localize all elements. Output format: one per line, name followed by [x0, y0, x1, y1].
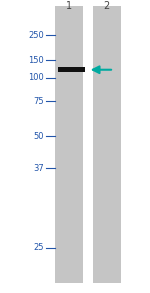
- Text: 1: 1: [66, 1, 72, 11]
- Text: 75: 75: [34, 97, 44, 105]
- Text: 250: 250: [28, 31, 44, 40]
- Text: 25: 25: [34, 243, 44, 252]
- Text: 50: 50: [34, 132, 44, 141]
- Text: 150: 150: [28, 56, 44, 64]
- Text: 2: 2: [104, 1, 110, 11]
- Bar: [55, 6, 82, 283]
- Text: 37: 37: [33, 164, 44, 173]
- Text: 100: 100: [28, 73, 44, 82]
- Bar: [58, 67, 85, 72]
- Bar: [93, 6, 121, 283]
